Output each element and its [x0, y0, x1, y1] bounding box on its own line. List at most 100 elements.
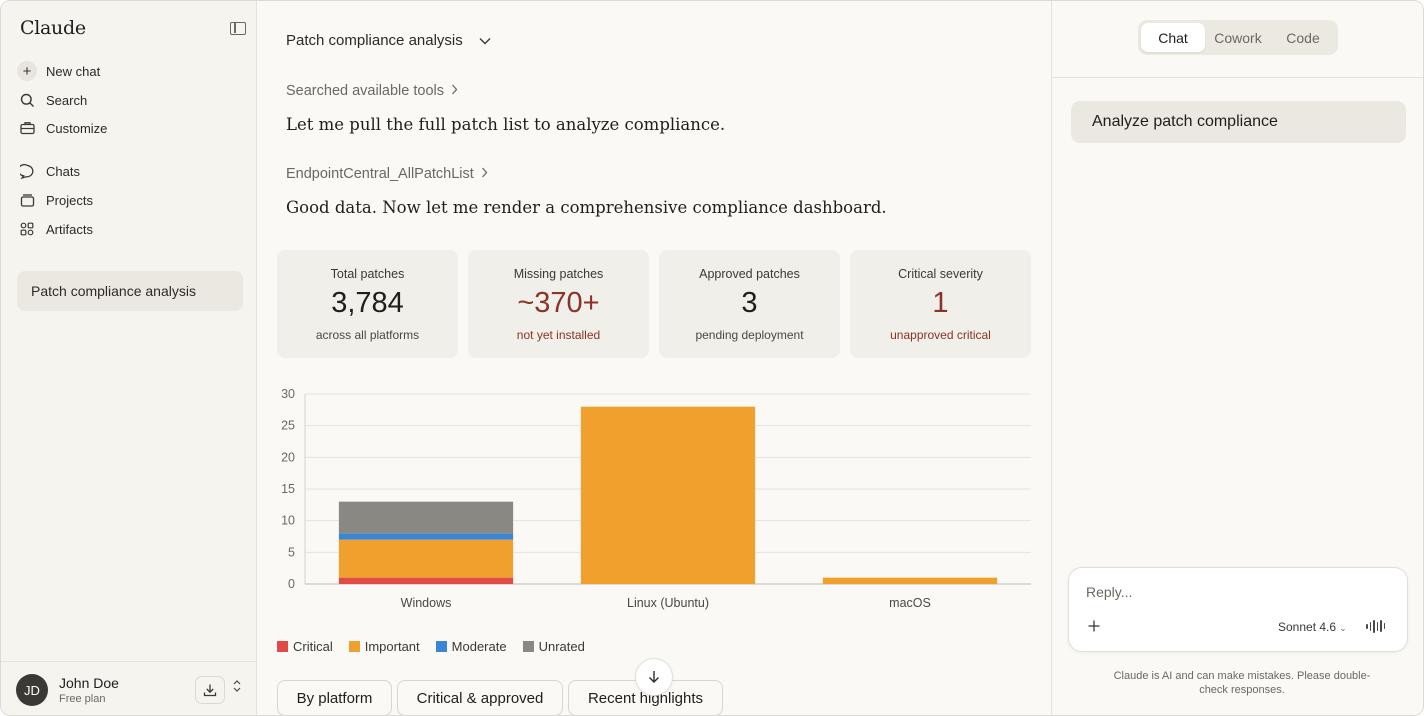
- tool-call-label-2: EndpointCentral_AllPatchList: [286, 166, 474, 182]
- plus-icon: [1088, 620, 1100, 632]
- stat-sub: pending deployment: [695, 328, 804, 342]
- bar-important: [580, 406, 756, 584]
- user-message: Analyze patch compliance: [1071, 101, 1406, 143]
- arrow-down-icon: [649, 671, 659, 683]
- chart-legend: Critical Important Moderate Unrated: [277, 639, 601, 654]
- stat-sub: unapproved critical: [890, 328, 991, 342]
- legend-item: Moderate: [435, 639, 507, 654]
- tab-code[interactable]: Code: [1286, 29, 1320, 46]
- artifacts-button[interactable]: Artifacts: [17, 216, 243, 242]
- stat-label: Critical severity: [898, 267, 983, 281]
- bar-important: [338, 539, 514, 578]
- stat-value: ~370+: [517, 287, 600, 319]
- chevron-down-icon: ⌄: [1339, 623, 1347, 633]
- x-tick-label: macOS: [889, 596, 931, 610]
- x-tick-label: Windows: [401, 596, 452, 610]
- grid-icon: [17, 219, 37, 239]
- bar-critical: [338, 577, 514, 584]
- bar-moderate: [338, 533, 514, 540]
- tool-call-toggle-2[interactable]: EndpointCentral_AllPatchList: [286, 166, 488, 182]
- assistant-message-1: Let me pull the full patch list to analy…: [286, 115, 726, 134]
- legend-label: Important: [364, 639, 420, 654]
- tool-call-toggle-1[interactable]: Searched available tools: [286, 83, 458, 99]
- new-chat-button[interactable]: + New chat: [17, 58, 243, 84]
- avatar: JD: [16, 674, 48, 706]
- legend-swatch: [435, 641, 447, 652]
- y-tick-label: 0: [288, 577, 295, 591]
- brand-logo: Claude: [20, 17, 86, 39]
- mode-switch: Chat Cowork Code: [1138, 20, 1338, 55]
- stat-label: Missing patches: [513, 267, 604, 281]
- assistant-message-2: Good data. Now let me render a comprehen…: [286, 198, 887, 217]
- model-name: Sonnet 4.6: [1278, 620, 1337, 634]
- y-tick-label: 15: [281, 482, 295, 496]
- stat-card-total: Total patches 3,784 across all platforms: [277, 250, 458, 358]
- chats-label: Chats: [46, 163, 80, 179]
- stat-card-critical: Critical severity 1 unapproved critical: [850, 250, 1031, 358]
- stat-value: 1: [932, 287, 949, 319]
- tab-cowork[interactable]: Cowork: [1214, 29, 1262, 46]
- conversation-title-button[interactable]: Patch compliance analysis: [286, 32, 491, 49]
- legend-label: Critical: [293, 639, 333, 654]
- tab-chat[interactable]: Chat: [1141, 23, 1205, 52]
- chat-side-panel: Chat Cowork Code Analyze patch complianc…: [1051, 1, 1423, 715]
- bar-important: [822, 577, 998, 584]
- reply-composer: Sonnet 4.6⌄: [1068, 567, 1408, 652]
- customize-label: Customize: [46, 120, 108, 136]
- reply-input[interactable]: [1086, 584, 1386, 600]
- bar-unrated: [338, 501, 514, 534]
- user-name: John Doe: [59, 675, 119, 691]
- new-chat-label: New chat: [46, 63, 101, 79]
- legend-label: Unrated: [538, 639, 585, 654]
- user-plan: Free plan: [59, 693, 106, 705]
- tool-call-label-1: Searched available tools: [286, 83, 444, 99]
- search-icon: [17, 90, 37, 110]
- legend-item: Critical: [277, 639, 333, 654]
- conversation-title: Patch compliance analysis: [286, 32, 463, 49]
- model-selector[interactable]: Sonnet 4.6 ⌄: [1278, 620, 1347, 634]
- projects-label: Projects: [46, 192, 93, 208]
- download-icon: [203, 684, 217, 697]
- by-platform-button[interactable]: By platform: [277, 680, 392, 715]
- plus-icon: +: [17, 61, 37, 81]
- user-profile-bar[interactable]: JD John Doe Free plan: [1, 661, 257, 715]
- legend-swatch: [522, 641, 534, 652]
- customize-button[interactable]: Customize: [17, 115, 243, 141]
- recent-chat-item[interactable]: Patch compliance analysis: [17, 271, 243, 311]
- stat-sub: not yet installed: [516, 328, 601, 342]
- legend-swatch: [348, 641, 360, 652]
- scroll-to-bottom-button[interactable]: [635, 658, 673, 696]
- folder-icon: [17, 190, 37, 210]
- search-label: Search: [46, 92, 88, 108]
- legend-label: Moderate: [451, 639, 507, 654]
- stat-sub: across all platforms: [315, 328, 420, 342]
- critical-approved-button[interactable]: Critical & approved: [397, 680, 563, 715]
- download-button[interactable]: [195, 676, 225, 704]
- conversation-pane: Patch compliance analysis Searched avail…: [257, 1, 1051, 715]
- sidebar-toggle-icon[interactable]: [230, 22, 246, 35]
- chats-button[interactable]: Chats: [17, 158, 243, 184]
- y-tick-label: 10: [281, 514, 295, 528]
- stat-value: 3,784: [331, 287, 404, 319]
- chevron-right-icon: [451, 84, 458, 98]
- projects-button[interactable]: Projects: [17, 187, 243, 213]
- x-tick-label: Linux (Ubuntu): [627, 596, 709, 610]
- search-button[interactable]: Search: [17, 87, 243, 113]
- artifacts-label: Artifacts: [46, 221, 93, 237]
- legend-item: Unrated: [522, 639, 585, 654]
- y-tick-label: 30: [281, 387, 295, 401]
- chevron-updown-icon[interactable]: [233, 679, 241, 696]
- stat-label: Total patches: [330, 267, 405, 281]
- y-tick-label: 20: [281, 450, 295, 464]
- chevron-down-icon: [479, 34, 491, 48]
- legend-swatch: [277, 641, 288, 652]
- stat-card-missing: Missing patches ~370+ not yet installed: [468, 250, 649, 358]
- legend-item: Important: [348, 639, 420, 654]
- add-attachment-button[interactable]: [1088, 616, 1100, 637]
- patch-platform-chart: 0 5 10 15 20 25 30 Windows Linux (Ubuntu) macOS: [281, 387, 1031, 610]
- panel-divider: [1052, 77, 1423, 78]
- chevron-right-icon: [481, 167, 488, 181]
- y-tick-label: 5: [288, 545, 295, 559]
- stat-card-approved: Approved patches 3 pending deployment: [659, 250, 840, 358]
- voice-mode-button[interactable]: [1366, 619, 1387, 633]
